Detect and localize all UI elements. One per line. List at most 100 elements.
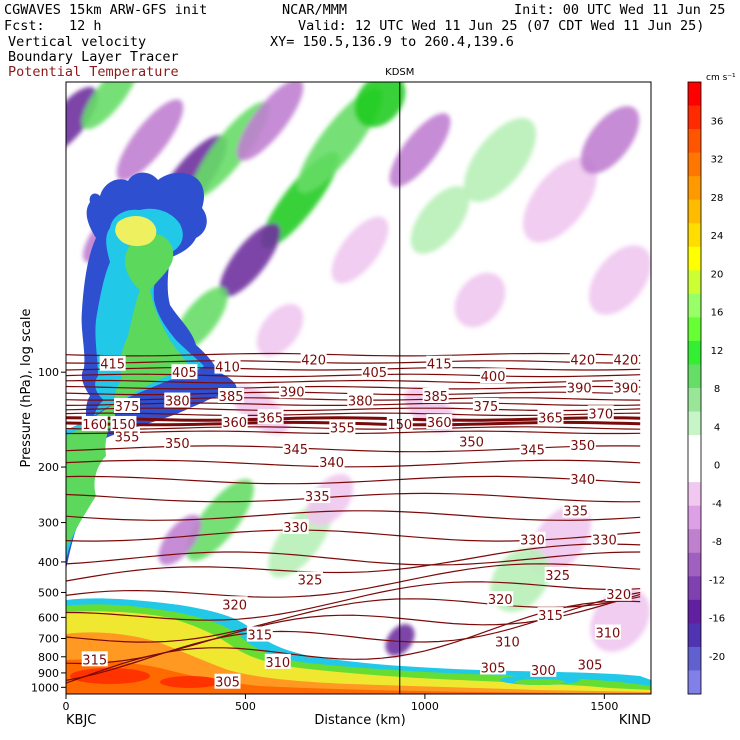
x-tick-label: 0 [63,700,70,713]
w-anomaly-20 [256,303,304,357]
theta-label-bg [81,415,108,431]
colorbar-label: -16 [709,614,725,625]
theta-line [66,543,641,582]
theta-label-bg [594,624,621,640]
theta-label: 390 [613,382,638,397]
colorbar-label: 12 [711,346,724,357]
theta-label-bg [304,487,331,503]
colorbar-label: 4 [714,422,720,433]
theta-label: 420 [301,353,326,368]
header-center: NCAR/MMM [282,2,348,18]
colorbar-label: -12 [709,575,725,586]
header-init: Init: 00 UTC Wed 11 Jun 25 [514,2,726,18]
w-anomaly-1 [81,82,139,130]
theta-label-bg [318,454,345,470]
colorbar-unit: cm s⁻¹ [706,73,736,83]
theta-label: 360 [427,416,452,431]
theta-line [66,510,641,521]
theta-labels: 415 410 405 420 405 415 400 420 420 390 390 375 380 3… [81,351,639,691]
theta-label-bg [81,651,108,667]
theta-label: 415 [100,358,125,373]
w-anomaly-11 [354,82,406,128]
theta-label-bg [300,351,327,367]
x-axis-label: Distance (km) [314,713,405,728]
colorbar-label: -8 [712,537,722,548]
theta-label-bg [566,379,593,395]
colorbar-swatch [688,576,701,601]
y-tick-label: 300 [38,517,59,530]
theta-label: 305 [215,676,240,691]
colorbar-label: -20 [709,652,725,663]
theta-label-bg [612,379,639,395]
theta-label: 320 [222,598,247,613]
theta-label: 405 [362,366,387,381]
theta-label: 305 [578,658,603,673]
colorbar-swatch [688,199,701,224]
colorbar-frame [687,81,702,695]
header-xy: XY= 150.5,136.9 to 260.4,139.6 [270,34,514,50]
theta-label: 350 [459,436,484,451]
bl-core-red [70,668,150,684]
theta-line [66,492,641,503]
right-station-label: KIND [619,713,651,728]
x-tick-label: 1500 [590,700,618,713]
w-anomaly-9 [219,223,281,297]
theta-label: 300 [531,664,556,679]
colorbar-swatch [688,152,701,177]
theta-label: 400 [481,370,506,385]
theta-label: 340 [319,456,344,471]
theta-label: 380 [165,395,190,410]
theta-label-bg [519,441,546,457]
theta-line [66,385,641,390]
theta-label-bg [99,355,126,371]
w-anomaly-12 [389,113,451,187]
colorbar-swatch [688,270,701,295]
header-valid: Valid: 12 UTC Wed 11 Jun 25 (07 CDT Wed … [298,18,705,34]
theta-line [66,459,641,468]
w-anomaly-2 [116,99,184,181]
theta-line [66,360,641,364]
theta-label: 365 [258,411,283,426]
theta-label-bg [569,436,596,452]
plume-core-yellow [115,216,157,247]
theta-label: 375 [115,400,140,415]
theta-label-bg [537,607,564,623]
theta-label: 340 [570,473,595,488]
theta-label: 320 [488,593,513,608]
theta-label-bg [458,433,485,449]
theta-label: 335 [305,490,330,505]
theta-label-bg [494,633,521,649]
theta-label-bg [297,571,324,587]
theta-label-bg [164,435,191,451]
header-field-boundary-layer: Boundary Layer Tracer [8,49,179,65]
theta-label-bg [537,409,564,425]
colorbar-swatch [688,388,701,413]
w-anomaly-16 [523,157,597,243]
theta-line [66,352,641,357]
y-tick-label: 700 [38,633,59,646]
theta-label-bg [361,364,388,380]
theta-label: 390 [567,382,592,397]
theta-label-bg [110,415,137,431]
theta-label: 365 [538,411,563,426]
theta-label: 310 [495,635,520,650]
w-anomaly-13 [331,216,389,284]
colorbar-swatch [688,458,701,483]
colorbar-label: -4 [712,499,722,510]
theta-label: 375 [473,400,498,415]
x-tick-label: 1000 [411,700,439,713]
theta-label: 160 [82,418,107,433]
theta-label-bg [422,387,449,403]
colorbar-label: 8 [714,384,720,395]
theta-label-bg [569,351,596,367]
header-fcst: Fcst: 12 h [4,18,102,34]
theta-label: 330 [592,534,617,549]
theta-label: 330 [283,521,308,536]
theta-label: 415 [427,358,452,373]
theta-label: 325 [545,569,570,584]
theta-label-bg [257,409,284,425]
theta-label: 380 [348,395,373,410]
theta-label-bg [587,405,614,421]
theta-label-bg [569,470,596,486]
theta-line [66,367,641,371]
